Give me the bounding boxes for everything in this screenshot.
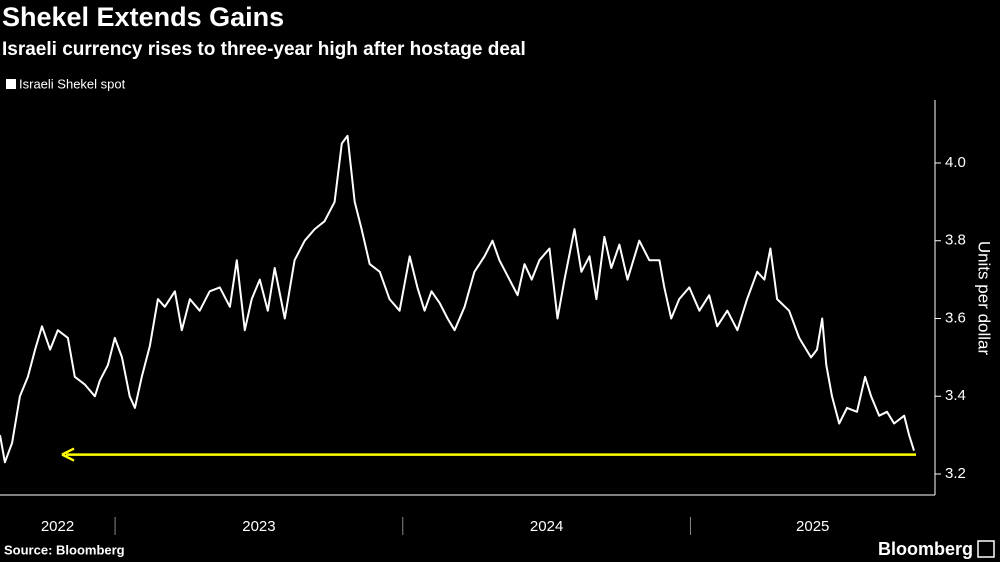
source: Source: Bloomberg: [4, 542, 125, 557]
brand-icon: [977, 540, 995, 558]
legend-label: Israeli Shekel spot: [19, 76, 126, 91]
reference-arrowhead: [61, 447, 75, 462]
chart-title: Shekel Extends Gains: [2, 2, 284, 32]
brand: Bloomberg: [878, 539, 973, 559]
y-tick-label: 3.4: [945, 387, 966, 404]
chart-subtitle: Israeli currency rises to three-year hig…: [2, 39, 526, 60]
x-tick-label: 2025: [796, 518, 829, 535]
y-axis-label: Units per dollar: [975, 241, 994, 356]
y-tick-label: 3.6: [945, 309, 966, 326]
x-tick-label: 2023: [242, 518, 275, 535]
y-tick-label: 3.2: [945, 465, 966, 482]
legend-swatch: [6, 79, 16, 89]
y-tick-label: 4.0: [945, 154, 966, 171]
x-tick-label: 2024: [530, 518, 563, 535]
line-series: [0, 134, 915, 464]
x-tick-label: 2022: [41, 518, 74, 535]
y-tick-label: 3.8: [945, 232, 966, 249]
